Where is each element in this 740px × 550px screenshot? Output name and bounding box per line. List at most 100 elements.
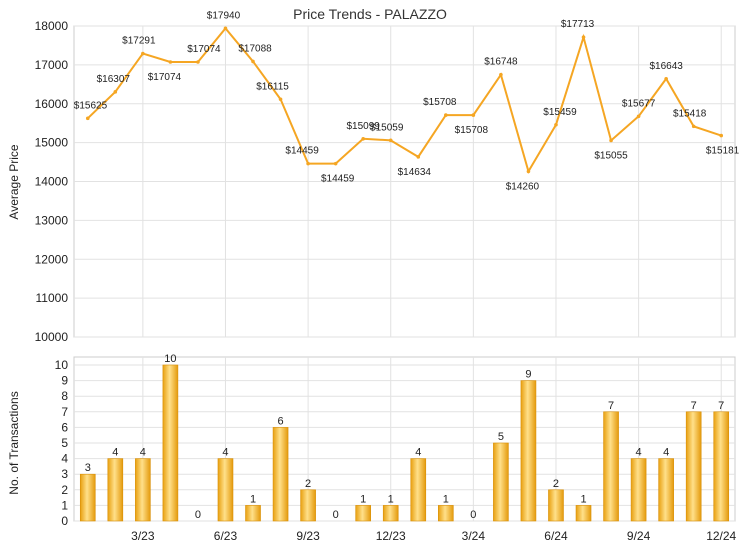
transactions-data-label: 0	[470, 509, 476, 521]
x-tick-label: 6/24	[544, 529, 568, 543]
transactions-bar	[135, 458, 151, 522]
transactions-bar	[438, 505, 454, 522]
price-data-label: $16115	[256, 81, 289, 92]
price-data-label: $15677	[622, 98, 656, 109]
x-tick-label: 9/24	[627, 529, 651, 543]
price-data-label: $15459	[543, 107, 577, 118]
transactions-y-tick-label: 0	[61, 514, 68, 528]
price-point	[168, 60, 173, 64]
price-point	[361, 136, 365, 141]
transactions-y-tick-label: 6	[61, 420, 68, 434]
transactions-bar	[520, 380, 537, 522]
transactions-y-tick-label: 3	[61, 467, 68, 481]
price-point	[278, 97, 283, 102]
price-point	[554, 122, 558, 127]
x-tick-label: 12/23	[376, 529, 406, 543]
price-point	[223, 26, 228, 31]
transactions-data-label: 7	[691, 400, 697, 412]
price-point	[664, 76, 668, 81]
price-point	[333, 161, 338, 166]
x-tick-label: 6/23	[214, 529, 238, 543]
price-y-tick-label: 17000	[35, 58, 69, 72]
transactions-data-label: 1	[388, 493, 394, 505]
price-data-label: $17940	[207, 10, 241, 21]
price-data-label: $15708	[423, 97, 457, 108]
x-tick-label: 3/23	[131, 529, 155, 543]
price-data-label: $15055	[594, 150, 628, 161]
price-data-label: $17291	[122, 36, 156, 47]
transactions-data-label: 1	[360, 493, 366, 505]
price-point	[526, 169, 531, 174]
price-series-line	[87, 26, 722, 174]
transactions-bar	[575, 505, 592, 522]
transactions-bar	[713, 411, 730, 522]
transactions-data-label: 1	[250, 493, 256, 505]
transactions-bar	[493, 442, 509, 522]
price-data-label: $15625	[74, 100, 108, 111]
transactions-data-label: 2	[553, 478, 559, 490]
transactions-bar	[79, 473, 96, 522]
transactions-bar	[410, 458, 427, 522]
price-data-label: $14260	[506, 181, 540, 192]
price-point	[471, 113, 476, 117]
transactions-bar	[603, 411, 619, 522]
price-y-axis-label: Average Price	[7, 144, 21, 219]
transactions-bar	[548, 489, 564, 522]
transactions-bar	[107, 458, 124, 522]
transactions-data-label: 9	[525, 369, 531, 381]
transactions-bar	[685, 411, 702, 522]
price-point	[416, 155, 421, 159]
price-data-label: $16643	[649, 61, 683, 72]
transactions-bar	[382, 505, 399, 522]
price-y-tick-label: 12000	[35, 252, 69, 266]
price-point	[388, 138, 393, 143]
price-data-label: $16748	[484, 57, 518, 68]
transactions-data-label: 0	[333, 509, 339, 521]
price-point	[581, 35, 586, 39]
transactions-y-tick-label: 4	[61, 452, 68, 466]
price-point	[691, 124, 696, 129]
price-point	[499, 72, 503, 77]
price-line-plot: 10000 11000 12000 13000 14000 15000 16000 17000…	[35, 10, 740, 344]
transactions-bar	[355, 505, 371, 522]
transactions-data-label: 0	[195, 509, 201, 521]
x-tick-label: 3/24	[462, 529, 486, 543]
transactions-data-label: 3	[85, 462, 91, 474]
price-data-label: $14459	[321, 174, 355, 185]
price-data-label: $15708	[455, 125, 489, 136]
transactions-y-tick-label: 2	[61, 483, 68, 497]
price-point	[85, 116, 90, 121]
transactions-bar	[630, 458, 647, 522]
price-y-tick-label: 18000	[35, 19, 69, 33]
transactions-data-label: 7	[718, 400, 724, 412]
transactions-bar	[245, 505, 261, 522]
price-point	[306, 161, 310, 166]
transactions-y-axis-label: No. of Transactions	[7, 391, 21, 494]
transactions-data-label: 5	[498, 431, 504, 443]
transactions-data-label: 1	[580, 493, 586, 505]
transactions-bar	[658, 458, 674, 522]
price-y-tick-label: 11000	[36, 291, 69, 305]
transactions-y-tick-label: 8	[61, 389, 68, 403]
price-point	[609, 138, 613, 143]
transactions-data-label: 4	[415, 447, 421, 459]
price-y-tick-label: 15000	[35, 136, 69, 150]
price-point	[196, 60, 200, 64]
transactions-data-label: 4	[112, 447, 118, 459]
transactions-y-tick-label: 1	[61, 498, 68, 512]
transactions-data-label: 4	[140, 447, 146, 459]
transactions-y-tick-label: 5	[61, 436, 68, 450]
price-data-label: $15099	[347, 121, 381, 132]
transactions-bar	[162, 364, 179, 522]
transactions-bar	[217, 458, 234, 522]
price-data-label: $17713	[561, 19, 595, 30]
x-tick-label: 9/23	[296, 529, 320, 543]
price-y-tick-label: 13000	[35, 213, 69, 227]
price-data-label: $14459	[285, 146, 319, 157]
transactions-data-label: 4	[663, 447, 669, 459]
price-point	[141, 51, 145, 56]
price-point	[719, 133, 724, 138]
transactions-data-label: 4	[636, 447, 642, 459]
